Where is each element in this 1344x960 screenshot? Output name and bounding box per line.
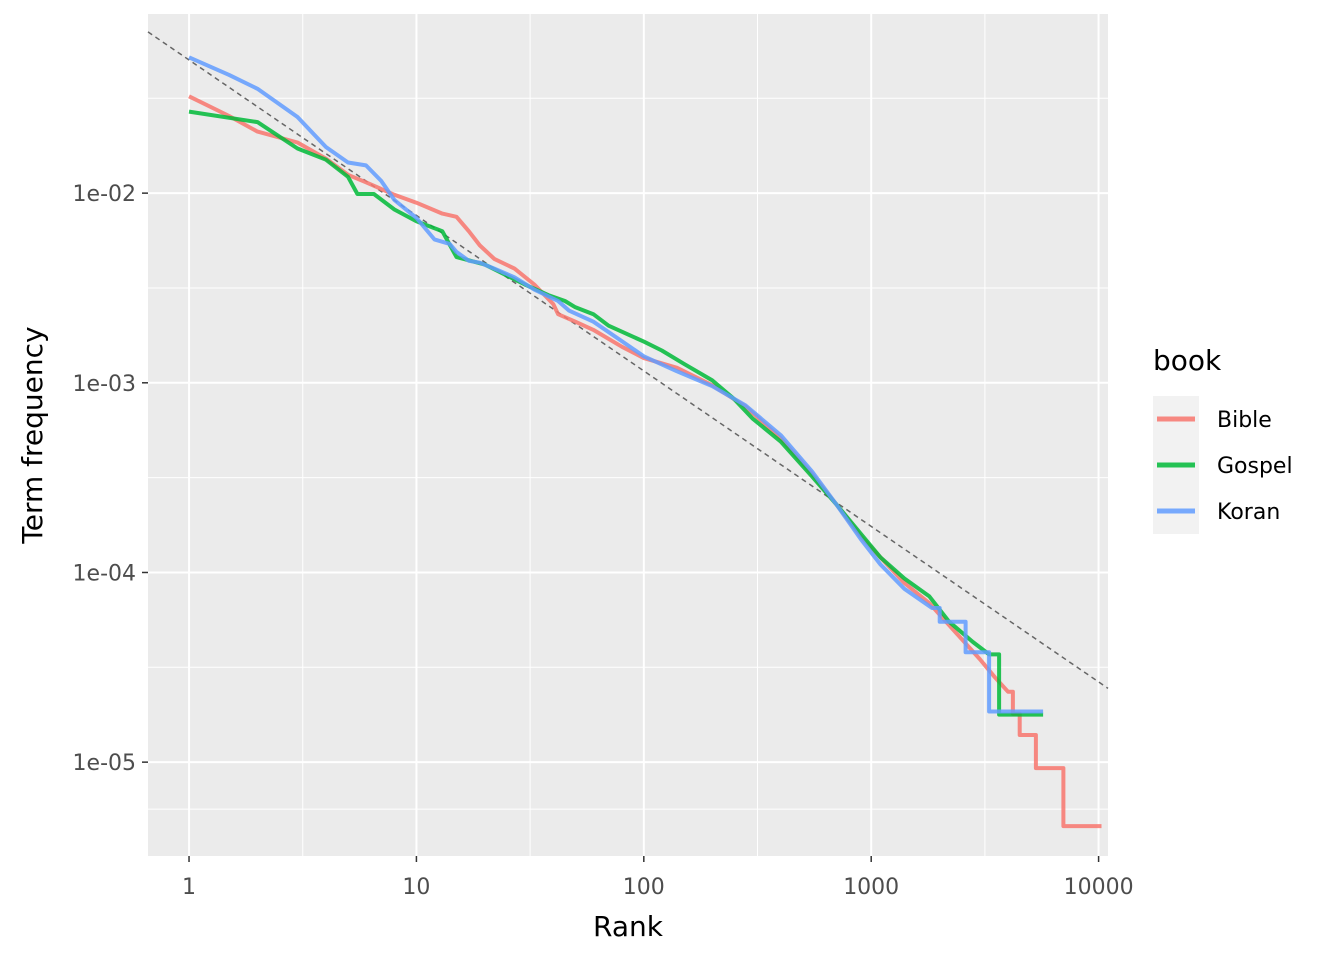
- legend-label-koran: Koran: [1217, 500, 1280, 525]
- legend: book Bible Gospel Koran: [1153, 344, 1293, 534]
- x-tick-label: 10: [402, 875, 430, 900]
- x-tick-label: 10000: [1064, 875, 1134, 900]
- x-tick-label: 1: [182, 875, 196, 900]
- legend-label-bible: Bible: [1217, 408, 1272, 433]
- series-line-bible: [188, 94, 1102, 829]
- series-line-gospel: [188, 109, 1044, 717]
- y-tick-label: 1e-03: [73, 372, 136, 397]
- y-tick-label: 1e-05: [73, 751, 136, 776]
- legend-items: Bible Gospel Koran: [1153, 396, 1293, 534]
- legend-label-gospel: Gospel: [1217, 454, 1293, 479]
- y-axis-ticks: 1e-05 1e-04 1e-03 1e-02: [73, 182, 148, 776]
- series-layer: [188, 55, 1102, 829]
- series-line-koran: [188, 55, 1044, 714]
- grid-minor: [148, 14, 1108, 856]
- y-axis-title: Term frequency: [16, 326, 49, 544]
- grid-major: [148, 14, 1108, 856]
- y-tick-label: 1e-04: [73, 561, 136, 586]
- x-axis-ticks: 1 10 100 1000 10000: [182, 856, 1134, 900]
- y-tick-label: 1e-02: [73, 182, 136, 207]
- x-tick-label: 1000: [843, 875, 899, 900]
- reference-line-layer: [147, 31, 1109, 689]
- reference-line: [147, 31, 1109, 689]
- x-tick-label: 100: [623, 875, 665, 900]
- legend-title: book: [1153, 344, 1222, 377]
- x-axis-title: Rank: [593, 910, 664, 943]
